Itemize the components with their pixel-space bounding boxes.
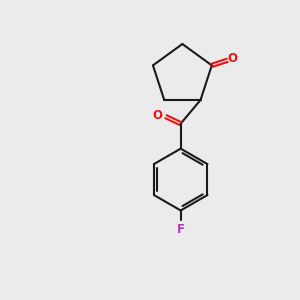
Text: O: O — [152, 109, 163, 122]
Text: F: F — [177, 224, 185, 236]
Text: O: O — [227, 52, 237, 65]
